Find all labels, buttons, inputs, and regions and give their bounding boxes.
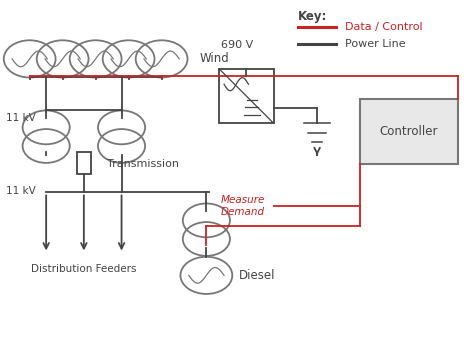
Text: 11 kV: 11 kV [6, 186, 36, 196]
Text: Diesel: Diesel [239, 269, 276, 282]
Text: Data / Control: Data / Control [346, 22, 423, 32]
Text: Power Line: Power Line [346, 39, 406, 49]
Text: Controller: Controller [380, 125, 438, 138]
Bar [359, 100, 458, 164]
Bar [219, 69, 273, 123]
Text: Transmission: Transmission [108, 159, 180, 169]
Text: Distribution Feeders: Distribution Feeders [31, 264, 137, 273]
Text: Wind: Wind [199, 53, 229, 65]
Bar [77, 152, 91, 174]
Text: Measure
Demand: Measure Demand [220, 195, 265, 217]
Text: 690 V: 690 V [220, 41, 253, 50]
Text: 11 kV: 11 kV [6, 113, 36, 123]
Text: Key:: Key: [298, 10, 328, 23]
